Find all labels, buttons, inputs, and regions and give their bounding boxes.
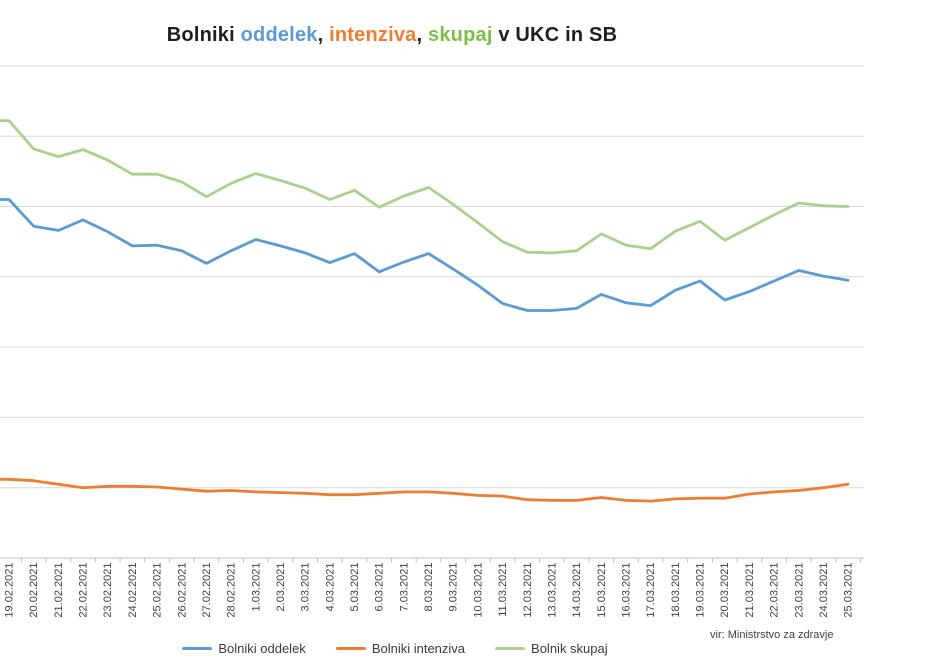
title-segment: oddelek <box>240 24 318 46</box>
series-line-bolniki-intenziva <box>0 477 850 503</box>
x-axis-label-1.03.2021: 1.03.2021 <box>250 563 262 612</box>
title-segment: , <box>317 24 330 46</box>
title-segment: , <box>416 24 429 46</box>
x-axis-label-28.02.2021: 28.02.2021 <box>226 563 238 618</box>
title-segment: v UKC in SB <box>492 24 618 46</box>
x-axis-label-5.03.2021: 5.03.2021 <box>349 563 361 612</box>
x-axis-label-20.02.2021: 20.02.2021 <box>28 563 40 618</box>
x-axis-label-17.03.2021: 17.03.2021 <box>645 563 657 618</box>
legend-label-bolnik-skupaj: Bolnik skupaj <box>531 641 608 656</box>
x-axis-label-7.03.2021: 7.03.2021 <box>398 563 410 612</box>
x-axis-label-22.02.2021: 22.02.2021 <box>78 563 90 618</box>
x-axis-label-23.03.2021: 23.03.2021 <box>793 563 805 618</box>
x-axis-label-18.03.2021: 18.03.2021 <box>670 563 682 618</box>
x-axis-label-10.03.2021: 10.03.2021 <box>472 563 484 618</box>
x-axis-label-15.03.2021: 15.03.2021 <box>596 563 608 618</box>
x-axis-label-25.03.2021: 25.03.2021 <box>843 563 855 618</box>
source-note: vir: Ministrstvo za zdravje <box>710 629 834 641</box>
x-axis-label-24.03.2021: 24.03.2021 <box>818 563 830 618</box>
x-axis-label-27.02.2021: 27.02.2021 <box>201 563 213 618</box>
legend-label-bolniki-oddelek: Bolniki oddelek <box>218 641 306 656</box>
legend-item-bolnik-skupaj: Bolnik skupaj <box>495 641 608 656</box>
legend-item-bolniki-oddelek: Bolniki oddelek <box>182 641 306 656</box>
title-segment: skupaj <box>428 24 493 46</box>
x-axis-label-3.03.2021: 3.03.2021 <box>300 563 312 612</box>
chart-legend: Bolniki oddelek Bolniki intenziva Bolnik… <box>0 641 790 656</box>
x-axis-label-20.03.2021: 20.03.2021 <box>719 563 731 618</box>
title-segment: intenziva <box>329 24 417 46</box>
title-segment: Bolniki <box>166 24 241 46</box>
series-line-bolnik-skupaj <box>0 119 850 255</box>
x-axis-label-24.02.2021: 24.02.2021 <box>127 563 139 618</box>
chart-title: Bolniki oddelek, intenziva, skupaj v UKC… <box>0 24 784 47</box>
x-axis-label-16.03.2021: 16.03.2021 <box>621 563 633 618</box>
series-line-bolniki-oddelek <box>0 198 850 312</box>
x-axis-label-4.03.2021: 4.03.2021 <box>324 563 336 612</box>
x-axis-label-19.03.2021: 19.03.2021 <box>695 563 707 618</box>
x-axis-label-14.03.2021: 14.03.2021 <box>571 563 583 618</box>
x-axis-label-19.02.2021: 19.02.2021 <box>4 563 16 618</box>
x-axis-label-22.03.2021: 22.03.2021 <box>769 563 781 618</box>
x-axis-label-11.03.2021: 11.03.2021 <box>497 563 509 617</box>
x-axis-label-6.03.2021: 6.03.2021 <box>374 563 386 612</box>
legend-line-swatch-orange <box>335 647 366 650</box>
x-axis-label-25.02.2021: 25.02.2021 <box>152 563 164 618</box>
x-axis-label-9.03.2021: 9.03.2021 <box>448 563 460 612</box>
legend-line-swatch-blue <box>182 647 213 650</box>
x-axis-label-21.03.2021: 21.03.2021 <box>744 563 756 618</box>
x-axis-label-2.03.2021: 2.03.2021 <box>275 563 287 612</box>
legend-label-bolniki-intenziva: Bolniki intenziva <box>371 641 466 656</box>
legend-item-bolniki-intenziva: Bolniki intenziva <box>335 641 466 656</box>
x-axis-label-26.02.2021: 26.02.2021 <box>176 563 188 618</box>
x-axis-label-13.03.2021: 13.03.2021 <box>546 563 558 618</box>
legend-line-swatch-green <box>495 647 526 650</box>
x-axis-label-12.03.2021: 12.03.2021 <box>522 563 534 618</box>
x-axis-label-8.03.2021: 8.03.2021 <box>423 563 435 612</box>
x-axis-label-21.02.2021: 21.02.2021 <box>53 563 65 618</box>
x-axis-label-23.02.2021: 23.02.2021 <box>102 563 114 618</box>
